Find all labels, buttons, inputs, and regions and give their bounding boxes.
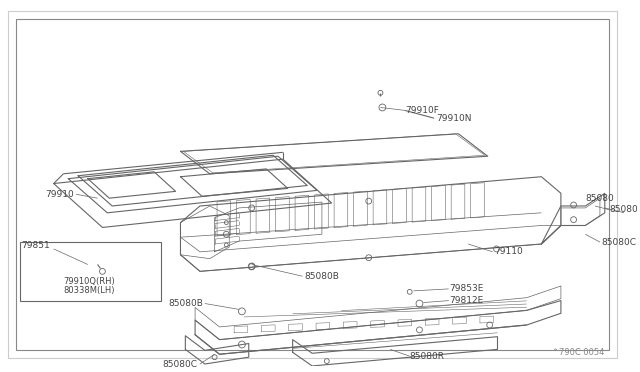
Text: 85080C: 85080C [602, 238, 637, 247]
Text: 80338M(LH): 80338M(LH) [63, 286, 115, 295]
Text: 79851: 79851 [22, 241, 50, 250]
Text: 85080: 85080 [586, 194, 614, 203]
Text: 79812E: 79812E [449, 296, 483, 305]
Text: 85080R: 85080R [410, 352, 445, 361]
Text: ^790C 0054: ^790C 0054 [552, 348, 605, 357]
Text: 79910Q(RH): 79910Q(RH) [63, 277, 115, 286]
Text: 85080B: 85080B [168, 299, 203, 308]
Text: 85080C: 85080C [162, 359, 197, 369]
Text: 79910F: 79910F [405, 106, 438, 115]
Text: 85080B: 85080B [305, 272, 339, 281]
Text: 85080: 85080 [610, 205, 639, 214]
Text: 79910: 79910 [45, 190, 74, 199]
Text: 79910N: 79910N [436, 114, 472, 123]
Text: 79853E: 79853E [449, 285, 483, 294]
Text: 79110: 79110 [495, 247, 524, 256]
Bar [19, 242, 161, 301]
